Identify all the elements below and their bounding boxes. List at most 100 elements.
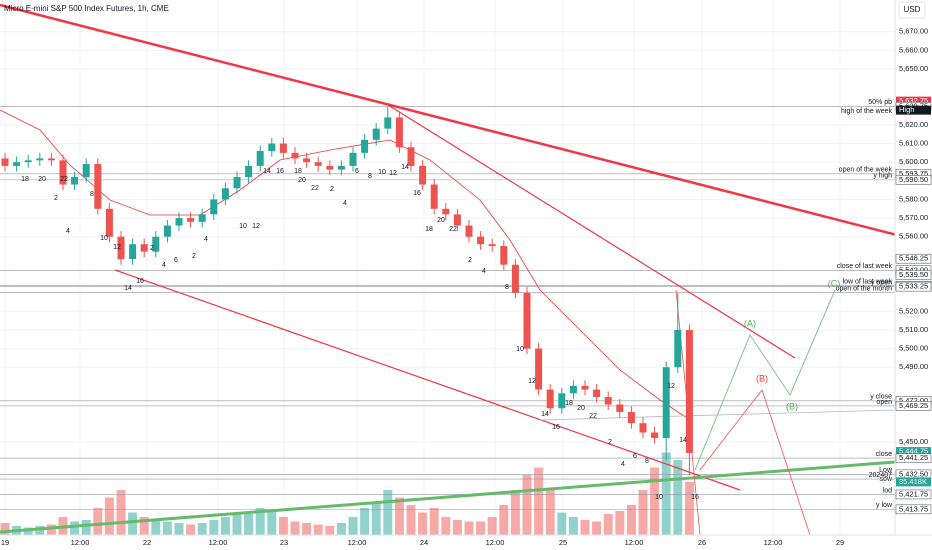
hour-label: 20 — [437, 217, 445, 224]
level-label: close of last week — [837, 263, 893, 270]
wave-path — [699, 389, 811, 536]
hour-label: 4 — [482, 268, 486, 275]
hour-label: 6 — [174, 257, 178, 264]
x-tick-label: 12:00 — [71, 538, 90, 547]
moving-average — [0, 109, 691, 421]
level-label: y close — [870, 394, 892, 401]
hour-label: 14 — [541, 411, 549, 418]
candle-body — [152, 236, 160, 252]
candle-body — [163, 225, 171, 237]
price-tag — [896, 96, 931, 106]
hour-label: 2 — [330, 186, 334, 193]
volume-bar — [220, 517, 230, 535]
candle-body — [129, 244, 137, 260]
level-label: y low — [876, 502, 893, 509]
candle-body — [59, 160, 67, 185]
price-tag-label: 5,542.00 — [899, 265, 928, 274]
hour-label: 4 — [162, 262, 166, 269]
y-tick-label: 5,450.00 — [899, 437, 928, 446]
currency[interactable]: USD — [904, 5, 921, 14]
volume-bar — [197, 523, 207, 535]
hour-label: 18 — [425, 226, 433, 233]
level-label: lod — [883, 487, 892, 494]
x-tick-label: 12:00 — [486, 538, 505, 547]
hour-label: 22 — [60, 176, 68, 183]
hour-label: 22 — [589, 413, 597, 420]
level-label: y high — [873, 173, 892, 180]
hour-label: 8 — [90, 191, 94, 198]
x-tick-label: 26 — [698, 538, 706, 547]
volume-bar — [244, 514, 254, 535]
price-tag — [895, 175, 932, 185]
hour-label: 18 — [294, 168, 302, 175]
candle-body — [546, 389, 554, 409]
volume-bar — [568, 517, 578, 535]
y-tick-label: 5,500.00 — [899, 344, 928, 353]
currency-button[interactable] — [898, 1, 926, 19]
volume-bar — [139, 517, 149, 535]
candle-body — [291, 152, 299, 159]
price-tag — [895, 253, 932, 264]
volume-bar — [441, 517, 451, 535]
hour-label: 6 — [355, 168, 359, 175]
candle-body — [326, 165, 334, 170]
hour-label: 10 — [516, 346, 524, 353]
price-tag — [895, 489, 932, 500]
volume-bar — [418, 512, 428, 535]
hour-label: 16 — [136, 278, 144, 285]
candle-body — [268, 143, 276, 151]
candle-body — [453, 214, 461, 226]
volume-bar — [255, 508, 265, 535]
price-tag-label: 5,432.50 — [899, 469, 928, 478]
volume-bar — [673, 460, 683, 535]
candle-body — [569, 385, 577, 394]
volume-bar — [70, 521, 80, 535]
hour-label: 12 — [113, 244, 121, 251]
volume-bar — [348, 517, 358, 535]
hour-label: 4 — [343, 200, 347, 207]
hour-label: 20 — [38, 176, 46, 183]
price-tag-label: 5,539.50 — [899, 270, 928, 279]
level-label: open of the month — [836, 286, 893, 293]
candle-body — [581, 385, 589, 390]
candle-body — [419, 165, 427, 185]
y-tick-label: 5,600.00 — [899, 157, 928, 166]
price-tag — [895, 270, 932, 280]
hour-label: 10 — [655, 494, 663, 501]
price-tag-label: 5,441.25 — [899, 453, 928, 462]
hour-label: 10 — [239, 223, 247, 230]
volume-bar — [267, 511, 277, 535]
x-tick-label: 25 — [559, 538, 567, 547]
hour-label: 4 — [66, 228, 70, 235]
volume-bar — [174, 523, 184, 535]
x-tick-label: 12:00 — [625, 538, 644, 547]
candle-body — [82, 164, 90, 178]
price-tag — [895, 281, 932, 292]
candle-body — [558, 393, 566, 409]
candle-body — [337, 165, 345, 170]
y-tick-label: 5,570.00 — [899, 213, 928, 222]
hour-label: 18 — [565, 400, 573, 407]
level-label: close — [876, 451, 892, 458]
hour-label: 2 — [608, 439, 612, 446]
candles — [1, 106, 693, 476]
axis-labels: 5,670.00 5,660.00 5,650.00 5,620.00 5,610.00… — [1, 27, 932, 547]
candle-body — [442, 208, 450, 215]
volume-bar — [452, 520, 462, 535]
hour-label: 20 — [298, 177, 306, 184]
x-tick-label: 19 — [1, 538, 9, 547]
volume-bar — [93, 508, 103, 535]
level-label: low of last week — [843, 279, 893, 286]
price-tag-label: 5,548.25 — [899, 254, 928, 263]
volume-bar — [325, 526, 335, 535]
volume-bar — [406, 505, 416, 535]
volume-bar — [104, 497, 114, 535]
volume-bar — [116, 490, 126, 535]
volume-bar — [661, 452, 671, 535]
candle-body — [465, 225, 473, 237]
candle-body — [384, 117, 392, 129]
candle-body — [1, 158, 9, 166]
level-label: y open — [871, 279, 892, 286]
